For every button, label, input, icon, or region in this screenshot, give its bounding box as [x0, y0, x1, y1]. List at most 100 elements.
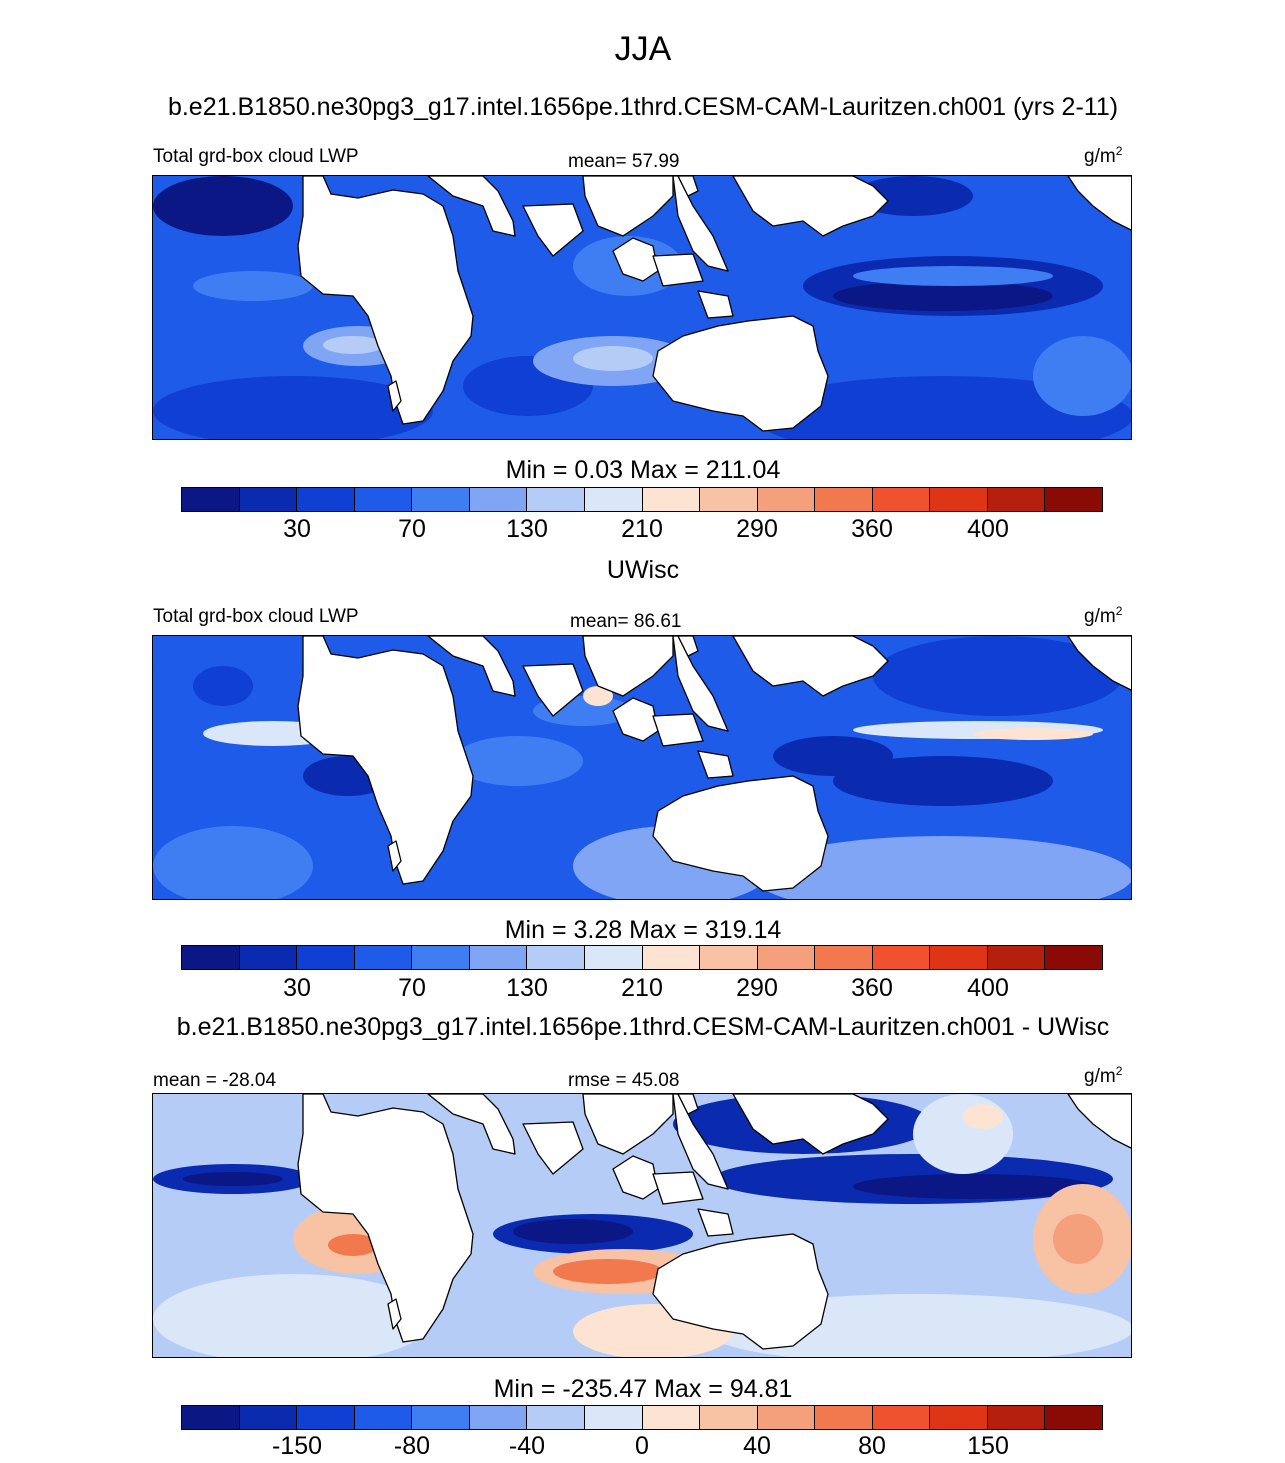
- panel-3-colorbar: [181, 1405, 1103, 1430]
- field-blob: [753, 836, 1131, 899]
- colorbar-swatch: [642, 488, 701, 511]
- colorbar-swatch: [354, 1406, 413, 1429]
- coastline: [522, 1121, 584, 1175]
- panel-1-tick: 30: [283, 515, 311, 543]
- panel-2-map: [152, 635, 1132, 900]
- field-blob: [873, 636, 1123, 716]
- coastline: [1067, 1094, 1131, 1149]
- field-blob: [193, 666, 253, 706]
- panel-2-minmax: Min = 3.28 Max = 319.14: [504, 916, 782, 944]
- panel-3-map-svg: [153, 1094, 1131, 1357]
- field-blob: [513, 1219, 633, 1244]
- coastline: [1067, 176, 1131, 231]
- colorbar-swatch: [182, 946, 240, 969]
- colorbar-swatch: [700, 946, 758, 969]
- colorbar-swatch: [182, 1406, 240, 1429]
- field-blob: [328, 1234, 378, 1256]
- field-blob: [553, 1259, 663, 1284]
- coastline: [652, 1233, 829, 1350]
- colorbar-swatch: [239, 946, 298, 969]
- field-blob: [853, 266, 1053, 286]
- panel-1-tick: 360: [851, 515, 893, 543]
- panel-1-minmax: Min = 0.03 Max = 211.04: [505, 456, 781, 484]
- panel-1-variable-label: Total grd-box cloud LWP: [153, 146, 359, 167]
- panel-3-tick: 150: [967, 1432, 1009, 1460]
- coastline: [732, 636, 889, 697]
- colorbar-swatch: [872, 488, 931, 511]
- colorbar-swatch: [354, 488, 413, 511]
- colorbar-swatch: [987, 1406, 1046, 1429]
- panel-1-units: g/m2: [1084, 144, 1123, 167]
- colorbar-swatch: [297, 946, 355, 969]
- panel-2-heading: UWisc: [606, 556, 680, 584]
- colorbar-swatch: [527, 488, 585, 511]
- panel-1-mean-label: mean= 57.99: [568, 151, 680, 172]
- field-blob: [963, 1104, 1003, 1129]
- colorbar-swatch: [872, 946, 931, 969]
- panel-2-map-svg: [153, 636, 1131, 899]
- colorbar-swatch: [412, 488, 470, 511]
- colorbar-swatch: [930, 946, 988, 969]
- field-blob: [583, 686, 613, 706]
- field-blob: [753, 376, 1131, 439]
- coastline: [427, 176, 516, 237]
- panel-1-tick: 210: [621, 515, 663, 543]
- colorbar-swatch: [469, 1406, 528, 1429]
- coastline: [427, 1094, 516, 1155]
- colorbar-swatch: [757, 488, 816, 511]
- colorbar-swatch: [469, 488, 528, 511]
- colorbar-swatch: [1045, 946, 1102, 969]
- field-blob: [153, 176, 293, 236]
- panel-3-map: [152, 1093, 1132, 1358]
- coastline: [652, 253, 704, 287]
- colorbar-swatch: [930, 488, 988, 511]
- panel-3-units: g/m2: [1084, 1064, 1123, 1087]
- panel-1-heading: b.e21.B1850.ne30pg3_g17.intel.1656pe.1th…: [167, 93, 1119, 121]
- coastline: [652, 775, 829, 892]
- panel-3-tick: -80: [393, 1432, 431, 1460]
- field-blob: [973, 728, 1093, 740]
- coastline: [297, 176, 474, 425]
- coastline: [387, 1298, 402, 1330]
- panel-1-tick: 70: [398, 515, 426, 543]
- panel-3-tick: -40: [508, 1432, 546, 1460]
- field-blob: [153, 376, 433, 439]
- panel-1-tick: 290: [736, 515, 778, 543]
- panel-2-variable-label: Total grd-box cloud LWP: [153, 606, 359, 627]
- panel-1-tick: 400: [967, 515, 1009, 543]
- colorbar-swatch: [584, 1406, 643, 1429]
- colorbar-swatch: [1045, 488, 1102, 511]
- field-blob: [153, 826, 313, 899]
- colorbar-swatch: [872, 1406, 931, 1429]
- plot-title: JJA: [614, 30, 672, 68]
- colorbar-swatch: [239, 1406, 298, 1429]
- field-blob: [1053, 1214, 1103, 1264]
- field-blob: [913, 1094, 1013, 1174]
- coastline: [732, 1094, 889, 1155]
- panel-1-map: [152, 175, 1132, 440]
- colorbar-swatch: [700, 1406, 758, 1429]
- field-blob: [833, 281, 1053, 311]
- colorbar-swatch: [815, 488, 873, 511]
- coastline: [522, 203, 584, 257]
- panel-2-tick: 130: [506, 974, 548, 1002]
- panel-3-rmse-label: rmse = 45.08: [568, 1070, 680, 1091]
- colorbar-swatch: [642, 946, 701, 969]
- colorbar-swatch: [297, 488, 355, 511]
- field-blob: [323, 336, 383, 354]
- field-blob: [573, 346, 653, 371]
- field-blob: [833, 756, 1053, 806]
- colorbar-swatch: [412, 946, 470, 969]
- coastline: [652, 315, 829, 432]
- panel-3-tick: -150: [271, 1432, 323, 1460]
- panel-2-tick: 70: [398, 974, 426, 1002]
- field-blob: [853, 1174, 1093, 1199]
- coastline: [677, 636, 699, 657]
- panel-2-mean-label: mean= 86.61: [570, 611, 682, 632]
- panel-3-minmax: Min = -235.47 Max = 94.81: [493, 1375, 793, 1403]
- panel-2-units: g/m2: [1084, 604, 1123, 627]
- panel-2-tick: 360: [851, 974, 893, 1002]
- coastline: [697, 750, 734, 779]
- panel-3-tick: 0: [635, 1432, 649, 1460]
- panel-2-tick: 290: [736, 974, 778, 1002]
